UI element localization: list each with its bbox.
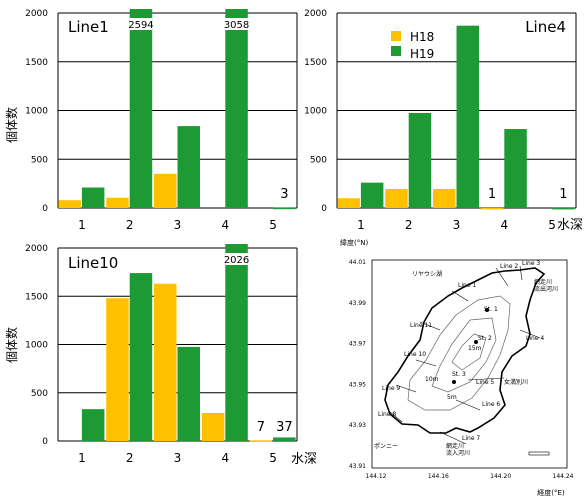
- legend-label: H18: [410, 30, 434, 44]
- bar-h19-4: [225, 9, 248, 208]
- bar-h18-3: [154, 173, 177, 208]
- bar-h18-2: [106, 197, 129, 208]
- legend-swatch-h18: [391, 31, 401, 41]
- bar-h18-4: [201, 413, 225, 441]
- bar-h19-1: [81, 187, 105, 208]
- x-tick-label: 3: [453, 218, 461, 232]
- chart-panel-1: 0 500 1000 1500 2000 1 2 3 4 5 2594 3058 3 Line1 個体数: [4, 9, 298, 232]
- data-label: 3: [280, 187, 288, 202]
- x-tick-label: 2: [126, 218, 134, 232]
- x-tick-label: 2: [126, 451, 134, 465]
- y-tick-label: 1500: [25, 58, 48, 68]
- x-tick-label: 3: [174, 451, 182, 465]
- y-tick-label: 500: [31, 389, 48, 399]
- x-tick-label: 5: [269, 451, 277, 465]
- data-label: 1: [559, 187, 567, 202]
- bar-break: [225, 18, 248, 30]
- data-label: 7: [257, 420, 265, 435]
- data-label: 3058: [224, 20, 249, 31]
- legend-swatch-h19: [391, 46, 401, 56]
- chart-title: Line1: [68, 18, 109, 36]
- y-tick-label: 0: [42, 437, 48, 447]
- data-label: 37: [276, 420, 293, 435]
- x-tick-label: 1: [78, 451, 86, 465]
- x-tick-label: 4: [221, 451, 229, 465]
- bar-h19-4: [504, 129, 527, 208]
- bar-break: [129, 18, 153, 30]
- data-label: 1: [488, 187, 496, 202]
- x-tick-label: 3: [174, 218, 182, 232]
- x-tick-label: 4: [500, 218, 508, 232]
- bar-h19-2: [129, 273, 153, 441]
- x-tick-label: 5: [548, 218, 556, 232]
- bar-h19-5: [273, 437, 296, 441]
- bar-h19-2: [408, 112, 432, 208]
- data-label: 2594: [128, 20, 153, 31]
- x-axis-label: 水深: [291, 452, 317, 467]
- bar-h18-4: [480, 207, 504, 210]
- bar-h18-1: [58, 200, 81, 208]
- bar-h18-3: [433, 188, 456, 208]
- bar-h18-1: [337, 198, 360, 208]
- bar-h18-2: [106, 298, 129, 441]
- bar-h18-5: [249, 440, 273, 442]
- x-tick-label: 2: [405, 218, 413, 232]
- bar-h19-1: [81, 409, 105, 441]
- y-tick-label: 2000: [25, 9, 48, 19]
- y-tick-label: 1500: [304, 58, 327, 68]
- bar-h19-5: [273, 207, 296, 210]
- bar-h19-5: [552, 207, 575, 210]
- y-axis-label: 個体数: [4, 107, 19, 143]
- x-tick-label: 1: [357, 218, 365, 232]
- bar-h19-3: [177, 126, 200, 208]
- y-tick-label: 1000: [304, 107, 327, 117]
- bar-h19-4: [225, 244, 248, 441]
- data-label: 2026: [224, 255, 249, 266]
- legend-label: H19: [410, 47, 434, 61]
- x-tick-label: 1: [78, 218, 86, 232]
- bar-h19-3: [456, 25, 479, 208]
- y-tick-label: 1000: [25, 107, 48, 117]
- y-tick-label: 1000: [25, 341, 48, 351]
- y-tick-label: 500: [31, 155, 48, 165]
- x-axis-label: 水深: [557, 218, 583, 233]
- y-tick-label: 2000: [304, 9, 327, 19]
- bar-h19-2: [129, 9, 153, 208]
- bar-h18-3: [154, 283, 177, 441]
- y-tick-label: 2000: [25, 244, 48, 254]
- x-tick-label: 5: [269, 218, 277, 232]
- y-tick-label: 0: [42, 204, 48, 214]
- chart-title: Line4: [525, 18, 566, 36]
- chart-title: Line10: [68, 254, 118, 272]
- bar-break: [225, 253, 248, 265]
- x-tick-label: 4: [221, 218, 229, 232]
- bar-h19-1: [360, 182, 384, 208]
- y-tick-label: 0: [321, 204, 327, 214]
- y-axis-label: 個体数: [4, 327, 19, 363]
- y-tick-label: 500: [310, 155, 327, 165]
- bar-h18-2: [385, 188, 408, 208]
- bar-h19-3: [177, 346, 200, 441]
- y-tick-label: 1500: [25, 292, 48, 302]
